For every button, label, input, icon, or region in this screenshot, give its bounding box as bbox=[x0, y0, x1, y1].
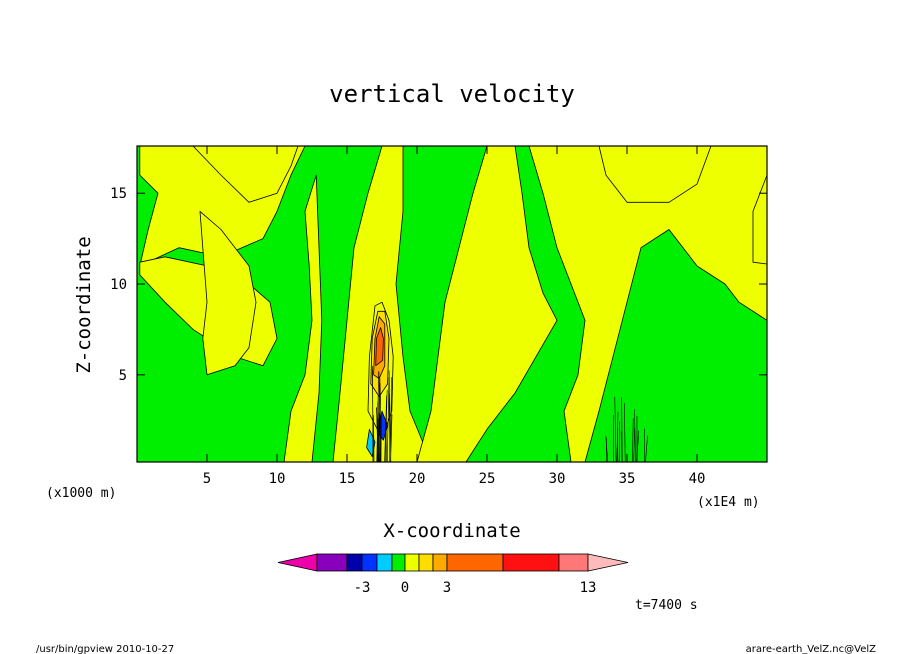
contour-region bbox=[752, 174, 767, 265]
plot-frame bbox=[136, 145, 768, 463]
y-axis-label: Z-coordinate bbox=[73, 236, 95, 373]
colorbar-swatch bbox=[587, 553, 629, 572]
y-tick-label: 10 bbox=[110, 277, 127, 293]
colorbar-swatch bbox=[346, 553, 363, 572]
x-tick-label: 20 bbox=[409, 471, 426, 487]
x-tick-label: 35 bbox=[619, 471, 636, 487]
colorbar-tick-label: 3 bbox=[443, 580, 451, 596]
colorbar-tick-label: -3 bbox=[354, 580, 371, 596]
contour-line bbox=[633, 428, 635, 462]
contour-line bbox=[624, 403, 626, 462]
colorbar-swatch bbox=[502, 553, 560, 572]
contour-line bbox=[632, 418, 634, 462]
colorbar-swatch bbox=[432, 553, 448, 572]
x-tick-label: 40 bbox=[689, 471, 706, 487]
contour-line bbox=[621, 397, 623, 462]
contour-line bbox=[634, 409, 636, 462]
y-tick-label: 15 bbox=[110, 186, 127, 202]
y-tick-label: 5 bbox=[119, 368, 127, 384]
footer-left: /usr/bin/gpview 2010-10-27 bbox=[36, 644, 174, 654]
contour-region bbox=[192, 146, 299, 203]
colorbar-swatch bbox=[277, 553, 318, 572]
colorbar-swatch bbox=[404, 553, 420, 572]
colorbar-swatch bbox=[446, 553, 504, 572]
contour-line bbox=[645, 435, 648, 462]
x-tick-label: 25 bbox=[479, 471, 496, 487]
contour-line bbox=[379, 387, 381, 462]
contour-line bbox=[614, 396, 617, 462]
chart-title: vertical velocity bbox=[329, 80, 575, 108]
x-tick-label: 10 bbox=[269, 471, 286, 487]
time-label: t=7400 s bbox=[635, 598, 698, 613]
contour-region bbox=[283, 174, 323, 462]
contour-region bbox=[416, 146, 558, 462]
colorbar-swatch bbox=[316, 553, 348, 572]
contour-line bbox=[617, 428, 619, 462]
contour-region bbox=[375, 327, 384, 367]
x-tick-label: 5 bbox=[203, 471, 211, 487]
colorbar-tick-labels: -3 0 3 13 bbox=[354, 580, 597, 596]
x-axis-label: X-coordinate bbox=[383, 520, 520, 542]
colorbar-tick-label: 0 bbox=[401, 580, 409, 596]
contour-line bbox=[384, 395, 387, 462]
contour-line bbox=[636, 430, 639, 462]
colorbar-swatch bbox=[376, 553, 393, 572]
colorbar-swatch bbox=[418, 553, 434, 572]
contour-region bbox=[528, 146, 767, 462]
x-unit-label: (x1000 m) bbox=[46, 486, 116, 501]
x-scale-label: (x1E4 m) bbox=[697, 495, 760, 510]
colorbar-swatch bbox=[361, 553, 378, 572]
plot-area bbox=[136, 145, 768, 463]
colorbar bbox=[277, 553, 629, 572]
x-tick-label: 15 bbox=[339, 471, 356, 487]
colorbar-tick-label: 13 bbox=[580, 580, 597, 596]
footer-right: arare-earth_VelZ.nc@VelZ bbox=[746, 644, 877, 654]
colorbar-swatch bbox=[558, 553, 589, 572]
colorbar-swatch bbox=[391, 553, 406, 572]
contour-region bbox=[598, 146, 712, 203]
contour-line bbox=[385, 389, 388, 462]
axis-ticks: 5 10 15 20 25 30 35 40 5 10 15 bbox=[110, 146, 767, 487]
contour-line bbox=[390, 377, 392, 462]
x-tick-label: 30 bbox=[549, 471, 566, 487]
contour-line bbox=[605, 435, 609, 462]
contour-line bbox=[376, 371, 379, 462]
contour-region bbox=[199, 210, 257, 376]
contour-line bbox=[386, 377, 390, 462]
